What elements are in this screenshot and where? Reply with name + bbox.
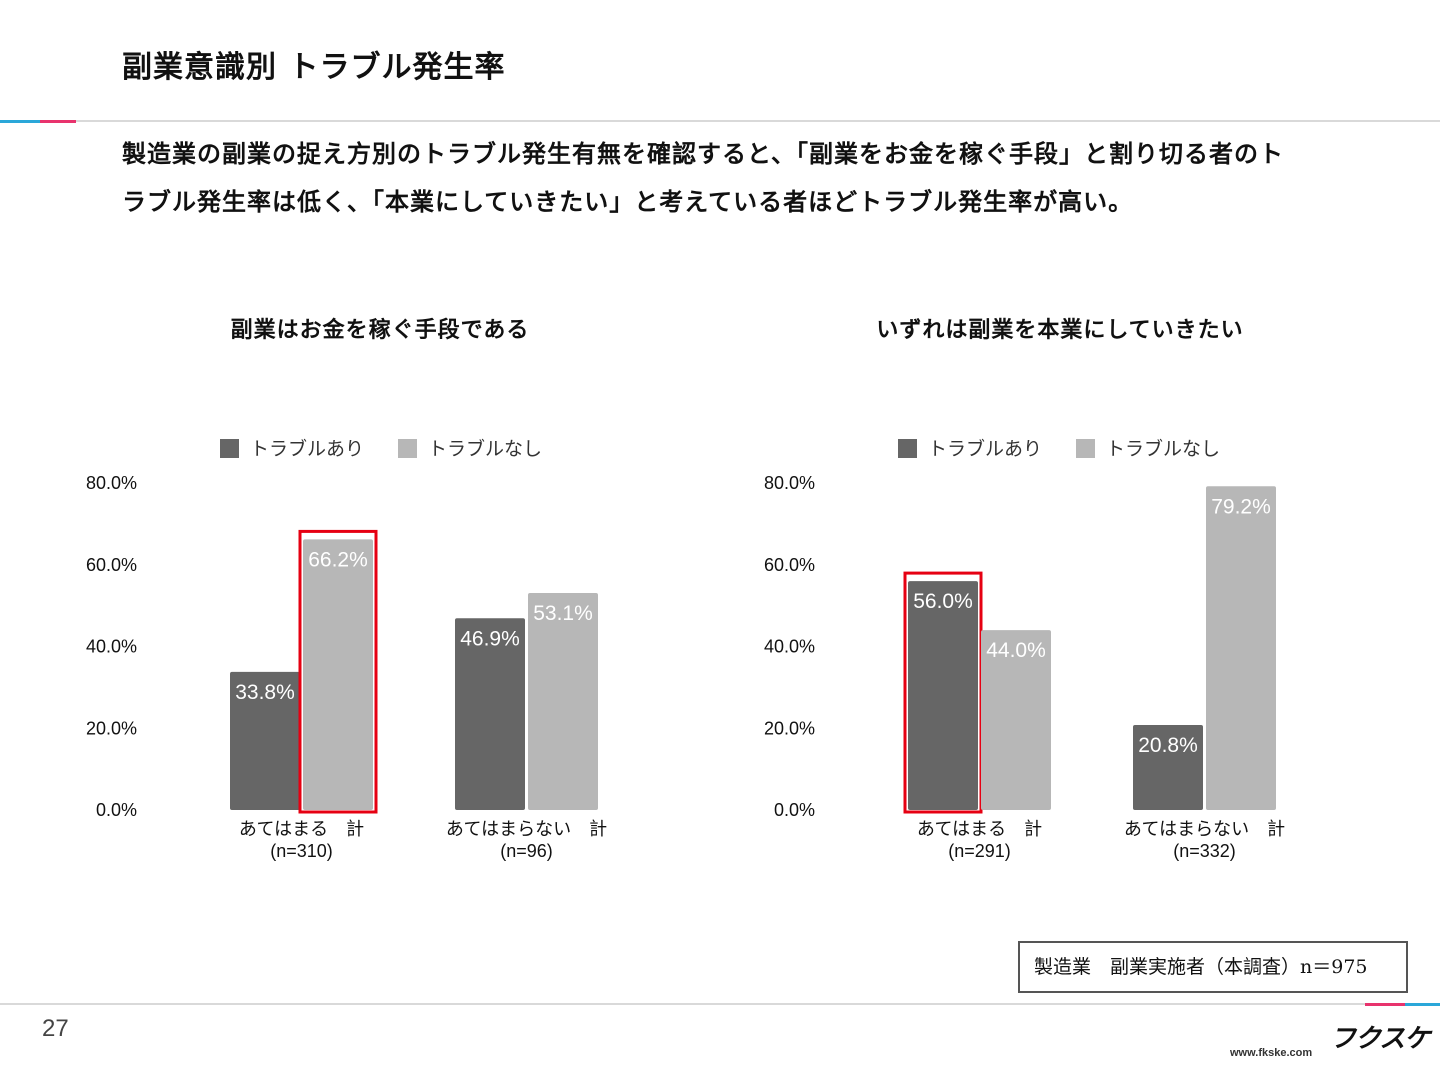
description-line-2: ラブル発生率は低く、「本業にしていきたい」と考えている者ほどトラブル発生率が高い… [122, 187, 1134, 216]
bar-c2-g1-s1 [908, 581, 978, 810]
data-label-c2-g2-s1: 20.8% [1138, 734, 1198, 757]
y-tick-c2-4: 80.0% [764, 473, 815, 493]
y-tick-c2-0: 0.0% [774, 800, 815, 820]
data-label-c1-g1-s1: 33.8% [235, 681, 295, 704]
bar-c1-g2-s1 [455, 618, 525, 810]
page-number: 27 [42, 1015, 69, 1042]
highlight-box-c1 [298, 529, 378, 814]
data-label-c1-g2-s2: 53.1% [533, 602, 593, 625]
data-label-c2-g2-s2: 79.2% [1211, 495, 1271, 518]
description: 製造業の副業の捉え方別のトラブル発生有無を確認すると、「副業をお金を稼ぐ手段」と… [122, 130, 1362, 226]
data-label-c2-g1-s1: 56.0% [913, 590, 973, 613]
y-tick-c2-2: 40.0% [764, 637, 815, 657]
header-divider [0, 120, 1440, 122]
brand-url: www.fkske.com [1230, 1047, 1313, 1059]
category-n-c1-g2: (n=96) [500, 841, 553, 861]
y-tick-c1-3: 60.0% [86, 555, 137, 575]
bar-c1-g1-s1 [230, 671, 300, 810]
legend-swatch-c1-s1 [220, 439, 239, 458]
bar-c2-g2-s1 [1133, 724, 1203, 810]
page-title: 副業意識別 トラブル発生率 [122, 50, 506, 85]
legend-label-c1-s1: トラブルあり [250, 437, 364, 460]
y-tick-c1-4: 80.0% [86, 473, 137, 493]
category-label-c2-g2: あてはまらない 計 [1124, 819, 1285, 839]
y-tick-c1-2: 40.0% [86, 637, 137, 657]
legend-label-c2-s1: トラブルあり [928, 437, 1042, 460]
y-tick-c2-3: 60.0% [764, 555, 815, 575]
chart-2-title: いずれは副業を本業にしていきたい [876, 317, 1244, 343]
legend-label-c1-s2: トラブルなし [428, 437, 542, 460]
header-accent-pink [40, 120, 76, 123]
y-tick-c1-1: 20.0% [86, 718, 137, 738]
category-n-c2-g2: (n=332) [1173, 841, 1236, 861]
category-label-c1-g1: あてはまる 計 [239, 819, 364, 839]
category-n-c2-g1: (n=291) [948, 841, 1011, 861]
category-label-c2-g1: あてはまる 計 [917, 819, 1042, 839]
description-line-1: 製造業の副業の捉え方別のトラブル発生有無を確認すると、「副業をお金を稼ぐ手段」と… [122, 139, 1285, 168]
bar-c1-g1-s2 [303, 539, 373, 810]
legend-swatch-c2-s1 [898, 439, 917, 458]
bar-c2-g1-s2 [981, 630, 1051, 810]
legend-label-c2-s2: トラブルなし [1106, 437, 1220, 460]
bar-c2-g2-s2 [1206, 486, 1276, 810]
data-label-c1-g1-s2: 66.2% [308, 548, 368, 571]
chart-1-title: 副業はお金を稼ぐ手段である [230, 317, 530, 343]
header-accent-blue [0, 120, 40, 123]
footer-accent-pink [1365, 1003, 1405, 1006]
legend-swatch-c1-s2 [398, 439, 417, 458]
legend-swatch-c2-s2 [1076, 439, 1095, 458]
sample-note: 製造業 副業実施者（本調査）n＝975 [1018, 941, 1408, 993]
footer-accent-blue [1405, 1003, 1440, 1006]
footer-divider [0, 1003, 1440, 1005]
category-label-c1-g2: あてはまらない 計 [446, 819, 607, 839]
data-label-c2-g1-s2: 44.0% [986, 639, 1046, 662]
y-tick-c2-1: 20.0% [764, 718, 815, 738]
category-n-c1-g1: (n=310) [270, 841, 333, 861]
bar-c1-g2-s2 [528, 592, 598, 810]
brand-logo: フクスケ [1330, 1024, 1430, 1054]
data-label-c1-g2-s1: 46.9% [460, 627, 520, 650]
y-tick-c1-0: 0.0% [96, 800, 137, 820]
